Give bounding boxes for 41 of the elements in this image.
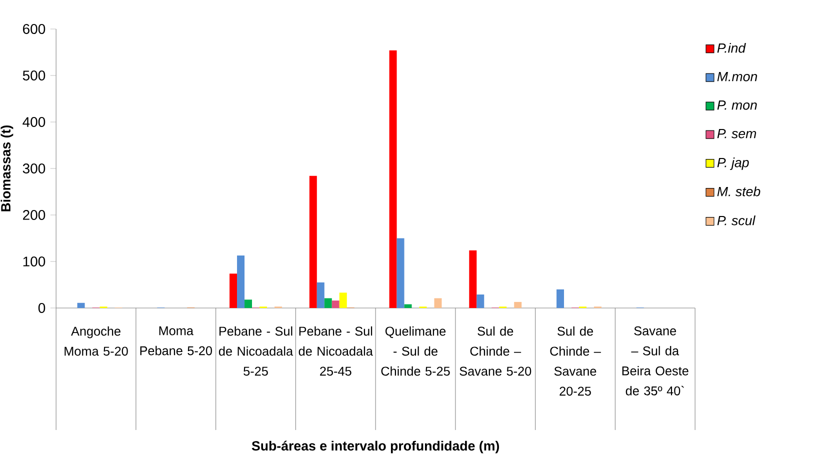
bar — [332, 300, 340, 308]
y-tick-label: 0 — [38, 303, 46, 313]
legend-label: P. jap — [717, 157, 749, 170]
legend-label: M. steb — [717, 186, 760, 196]
bar — [389, 50, 397, 308]
y-tick-label: 500 — [22, 70, 46, 80]
y-tick-label: 300 — [22, 164, 46, 174]
x-tick-label: Pebane - Sul de Nicoadala 25-45 — [298, 326, 373, 376]
y-tick-label: 400 — [22, 117, 46, 127]
bar — [469, 250, 477, 308]
bar — [237, 255, 245, 308]
bar — [476, 294, 484, 308]
bar — [316, 282, 324, 308]
y-tick-label: 200 — [23, 210, 46, 220]
x-tick-label: Sul de Chinde – Savane 5-20 — [460, 326, 532, 376]
bar — [77, 302, 85, 308]
y-tick-label: 600 — [23, 24, 46, 34]
bar — [404, 304, 412, 308]
bar — [309, 176, 317, 308]
legend-label: M.mon — [717, 72, 758, 82]
x-tick-label: Angoche Moma 5-20 — [64, 326, 128, 356]
x-tick-label: Sul de Chinde – Savane 20-25 — [550, 326, 601, 396]
y-axis-title: Biomassas (t) — [0, 125, 14, 212]
bar — [244, 300, 252, 308]
legend-label: P.ind — [717, 42, 746, 53]
bar — [556, 289, 564, 308]
legend-label: P. mon — [717, 100, 757, 110]
x-axis-title: Sub-áreas e intervalo profundidade (m) — [252, 440, 499, 454]
bar — [230, 274, 238, 308]
bar — [324, 298, 332, 308]
x-tick-label: Pebane - Sul de Nicoadala 5-25 — [218, 326, 294, 376]
bar — [514, 302, 522, 308]
x-tick-label: Moma Pebane 5-20 — [140, 326, 212, 356]
y-tick-label: 100 — [23, 256, 46, 266]
legend-label: P. scul — [717, 215, 756, 226]
x-tick-label: Savane – Sul da Beira Oeste de 35º 40` — [622, 326, 688, 396]
bar — [396, 238, 404, 308]
bar — [434, 298, 442, 308]
legend-label: P. sem — [717, 128, 756, 138]
bar — [339, 292, 347, 308]
x-tick-label: Quelimane - Sul de Chinde 5-25 — [381, 326, 450, 376]
